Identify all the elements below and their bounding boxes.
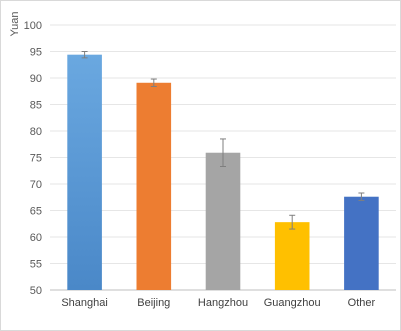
x-category-label: Guangzhou [264, 297, 321, 309]
x-category-label: Other [348, 297, 376, 309]
error-bar-shanghai [81, 51, 88, 59]
bar-hangzhou [205, 152, 241, 290]
error-bar-guangzhou [289, 214, 296, 230]
error-bar-beijing [150, 78, 157, 87]
y-tick-label: 70 [30, 179, 42, 191]
error-bars [81, 51, 365, 230]
x-axis-categories: Shanghai Beijing Hangzhou Guangzhou Other [61, 297, 375, 309]
y-tick-label: 85 [30, 100, 42, 112]
y-axis-ticks: 50 55 60 65 70 75 80 85 90 95 100 [24, 20, 42, 297]
bar-beijing [136, 82, 172, 291]
bar-guangzhou [274, 222, 310, 290]
y-axis-label: Yuan [9, 11, 21, 36]
y-tick-label: 75 [30, 153, 42, 165]
y-tick-label: 90 [30, 73, 42, 85]
y-tick-label: 95 [30, 47, 42, 59]
bars [67, 54, 379, 291]
y-tick-label: 65 [30, 206, 42, 218]
bar-shanghai [67, 54, 102, 291]
gridlines [50, 24, 396, 264]
x-category-label: Shanghai [61, 297, 108, 309]
x-category-label: Hangzhou [198, 297, 248, 309]
y-tick-label: 60 [30, 232, 42, 244]
y-tick-label: 55 [30, 259, 42, 271]
x-category-label: Beijing [137, 297, 170, 309]
error-bar-hangzhou [220, 138, 226, 168]
y-tick-label: 80 [30, 126, 42, 138]
y-tick-label: 50 [30, 285, 42, 297]
y-tick-label: 100 [24, 20, 42, 32]
error-bar-other [358, 192, 365, 201]
bar-other [344, 196, 379, 290]
